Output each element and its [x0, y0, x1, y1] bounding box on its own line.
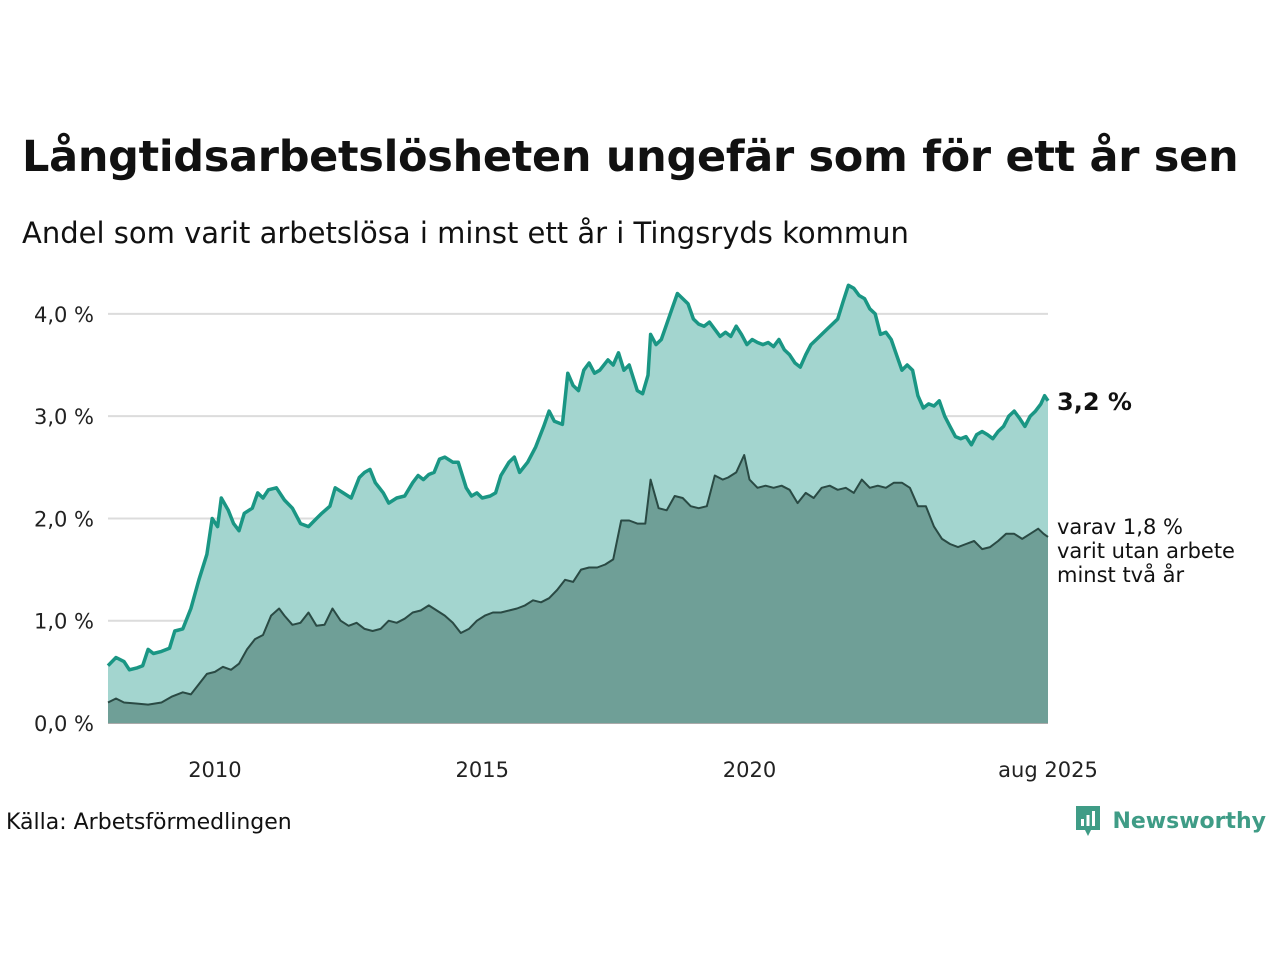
source-credit: Källa: Arbetsförmedlingen [6, 810, 292, 835]
brand-name: Newsworthy [1112, 808, 1266, 834]
y-tick-label: 1,0 % [34, 610, 94, 634]
series-total-line [106, 283, 1050, 672]
y-tick-label: 4,0 % [34, 303, 94, 327]
end-label-total: 3,2 % [1057, 388, 1132, 416]
page-title: Långtidsarbetslösheten ungefär som för e… [22, 132, 1239, 182]
end-label-line: varit utan arbete [1057, 539, 1235, 563]
y-tick-label: 0,0 % [34, 712, 94, 736]
brand-logo: Newsworthy [1074, 804, 1266, 838]
series-two-year-line [107, 454, 1049, 706]
chart-areas [106, 283, 1050, 723]
end-label-line: varav 1,8 % [1057, 515, 1183, 539]
newsworthy-logo-icon [1076, 806, 1101, 836]
page-subtitle: Andel som varit arbetslösa i minst ett å… [22, 216, 909, 250]
end-label-two-year: varav 1,8 % varit utan arbete minst två år [1057, 515, 1235, 587]
x-tick-label: 2020 [723, 758, 776, 782]
series-two-year-area [108, 455, 1048, 723]
axis-labels: 0,0 % 1,0 % 2,0 % 3,0 % 4,0 % 2010 2015 2020 aug… [34, 303, 1098, 782]
y-tick-label: 3,0 % [34, 405, 94, 429]
x-tick-label: aug 2025 [998, 758, 1098, 782]
x-tick-label: 2010 [188, 758, 241, 782]
end-label-line: minst två år [1057, 562, 1185, 587]
x-tick-label: 2015 [455, 758, 508, 782]
y-tick-label: 2,0 % [34, 507, 94, 531]
end-labels: 3,2 % varav 1,8 % varit utan arbete minst t… [1057, 388, 1235, 587]
